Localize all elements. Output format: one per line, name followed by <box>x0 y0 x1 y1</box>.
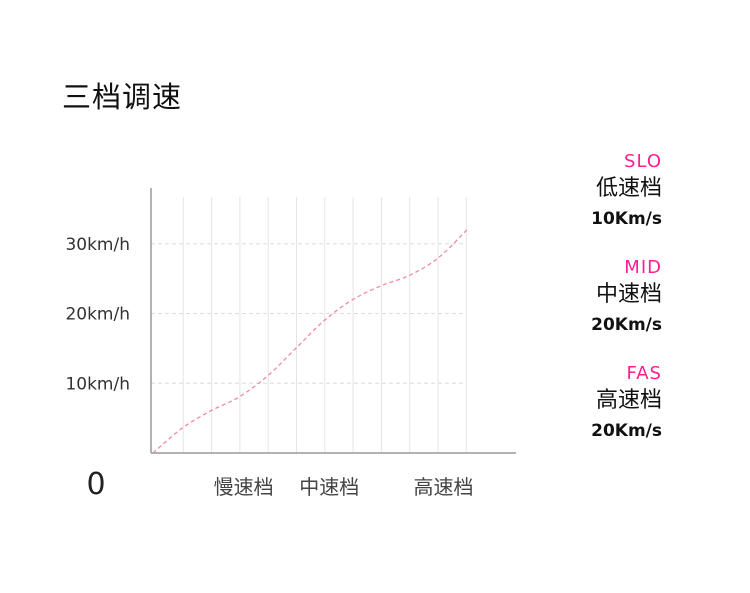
x-category-label: 中速档 <box>299 475 359 499</box>
legend-name: 高速档 <box>595 388 662 413</box>
legend-code: MID <box>624 257 662 278</box>
legend-speed: 20Km/s <box>591 315 662 335</box>
legend-speed: 20Km/s <box>591 421 662 441</box>
speed-legend: SLO 低速档 10Km/s MID 中速档 20Km/s FAS 高速档 20… <box>542 150 662 468</box>
legend-item-medium: MID 中速档 20Km/s <box>542 256 662 340</box>
y-tick-label: 30km/h <box>65 235 130 255</box>
x-category-label: 高速档 <box>413 475 473 499</box>
page-title: 三档调速 <box>62 80 183 114</box>
legend-code: FAS <box>626 363 662 384</box>
y-tick-label: 10km/h <box>65 374 130 394</box>
legend-speed: 10Km/s <box>591 209 662 229</box>
y-tick-label: 20km/h <box>65 305 130 325</box>
origin-label: 0 <box>86 467 105 502</box>
legend-name: 中速档 <box>595 282 662 307</box>
x-category-label: 慢速档 <box>214 475 274 499</box>
legend-code: SLO <box>624 151 662 172</box>
legend-item-fast: FAS 高速档 20Km/s <box>542 362 662 446</box>
legend-name: 低速档 <box>595 176 662 201</box>
legend-item-slow: SLO 低速档 10Km/s <box>542 150 662 234</box>
speed-curve <box>152 229 468 454</box>
